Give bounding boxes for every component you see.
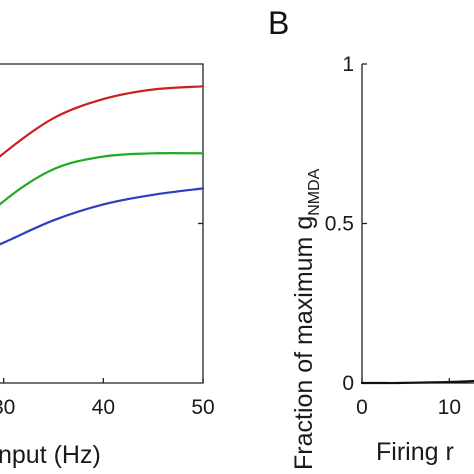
panel-b-y-ticks: 00.51 [325, 53, 367, 395]
panel-a-x-axis-label: nput (Hz) [0, 441, 101, 469]
panel-b-letter: B [268, 5, 289, 41]
panel-a-series-line-1 [0, 85, 205, 158]
panel-a-frame [0, 63, 204, 384]
panel-b-series-line-1 [360, 379, 474, 385]
panel-b-y-tick-label: 0 [342, 372, 354, 395]
panel-b-x-ticks: 0 10 [356, 378, 461, 419]
panel-a-x-ticks: 30 40 50 [0, 378, 215, 419]
panel-b-series-group [360, 379, 474, 385]
panel-b-x-tick-label: 10 [438, 396, 461, 419]
panel-a-series-group [0, 85, 205, 246]
panel-b-axes [361, 64, 474, 384]
panel-a: 30 40 50 nput (Hz) [0, 63, 215, 469]
panel-a-x-tick-label: 50 [191, 396, 214, 419]
panel-b-y-axis-label: Fraction of maximum gNMDA [290, 168, 323, 470]
panel-b-y-axis-label-subscript: NMDA [306, 168, 323, 215]
panel-b-x-axis-label: Firing r [376, 438, 454, 466]
panel-a-series-line-3 [0, 187, 205, 246]
panel-b-y-tick-label: 1 [342, 53, 354, 76]
panel-b-x-tick-label: 0 [356, 396, 368, 419]
panel-a-x-tick-label: 40 [92, 396, 115, 419]
panel-a-series-line-2 [0, 151, 205, 206]
panel-a-x-tick-label: 30 [0, 396, 15, 419]
panel-b: B 0 10 00.51 Firing r Fraction of maximum… [268, 5, 474, 470]
panel-b-y-axis-label-main: Fraction of maximum g [290, 216, 318, 470]
panel-b-y-tick-label: 0.5 [325, 213, 354, 236]
